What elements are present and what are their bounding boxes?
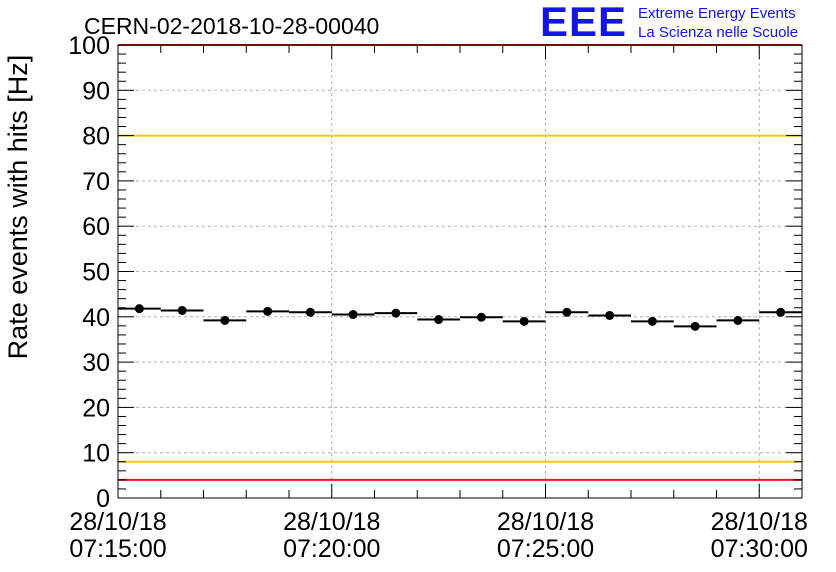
y-tick-label: 80	[82, 123, 110, 151]
x-tick-label-date: 28/10/18	[497, 508, 594, 536]
logo-subtitle-line2: La Scienza nelle Scuole	[638, 24, 799, 41]
data-point	[434, 315, 444, 325]
data-series	[118, 304, 802, 331]
data-point	[519, 316, 529, 326]
data-point	[134, 304, 144, 314]
data-point	[776, 307, 786, 317]
logo-subtitle-line1: Extreme Energy Events	[638, 5, 796, 22]
x-tick-label-date: 28/10/18	[711, 508, 808, 536]
y-tick-label: 60	[82, 213, 110, 241]
data-point	[177, 305, 187, 315]
axis-ticks	[117, 44, 803, 499]
data-point	[305, 307, 315, 317]
eee-logo: EEE Extreme Energy Events La Scienza nel…	[540, 0, 830, 45]
x-tick-label-time: 07:25:00	[497, 535, 594, 563]
y-tick-label: 0	[96, 485, 110, 513]
y-tick-label: 70	[82, 168, 110, 196]
y-tick-label: 20	[82, 394, 110, 422]
y-tick-label: 30	[82, 349, 110, 377]
x-tick-label-date: 28/10/18	[283, 508, 380, 536]
data-point	[605, 310, 615, 320]
x-tick-label-time: 07:20:00	[283, 535, 380, 563]
data-point	[647, 316, 657, 326]
eee-logo-mark: EEE	[540, 0, 628, 45]
data-point	[263, 306, 273, 316]
axis-tick-labels: 010203040506070809010028/10/1807:15:0028…	[68, 32, 808, 563]
data-point	[733, 315, 743, 325]
data-point	[690, 321, 700, 331]
x-tick-label-time: 07:15:00	[69, 535, 166, 563]
data-point	[348, 310, 358, 320]
data-point	[562, 307, 572, 317]
y-tick-label: 40	[82, 304, 110, 332]
y-tick-label: 50	[82, 259, 110, 287]
reference-lines	[118, 44, 802, 481]
y-tick-label: 100	[68, 32, 110, 60]
data-point	[391, 308, 401, 318]
x-tick-label-time: 07:30:00	[711, 535, 808, 563]
y-tick-label: 90	[82, 77, 110, 105]
grid-layer	[118, 45, 802, 498]
x-tick-label-date: 28/10/18	[69, 508, 166, 536]
y-tick-label: 10	[82, 440, 110, 468]
chart-title: CERN-02-2018-10-28-00040	[84, 13, 379, 39]
y-axis-label: Rate events with hits [Hz]	[3, 55, 33, 360]
data-point	[476, 312, 486, 322]
data-point	[220, 315, 230, 325]
